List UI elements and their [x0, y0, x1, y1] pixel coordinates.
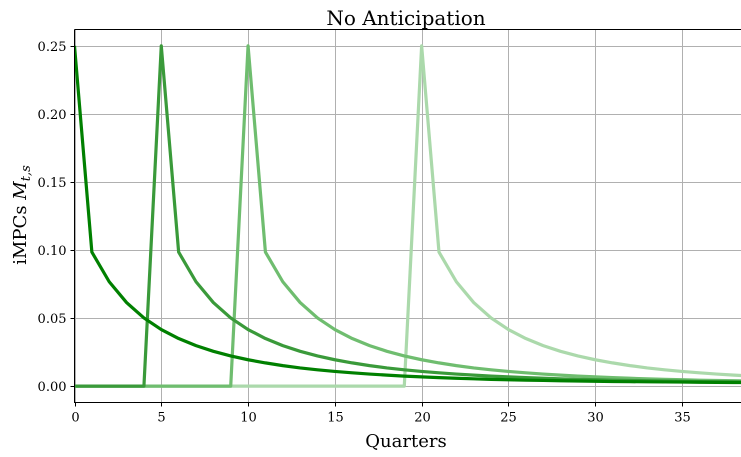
- x-tick-label: 30: [587, 411, 604, 426]
- y-tick-label: 0.25: [38, 40, 67, 55]
- x-tick-label: 15: [327, 411, 344, 426]
- grid: [74, 29, 741, 403]
- y-axis-label-main: iMPCs: [10, 200, 31, 265]
- y-axis-label: iMPCs Mt,s: [10, 165, 34, 265]
- x-tick-label: 0: [71, 411, 79, 426]
- y-tick-label: 0.00: [38, 380, 67, 395]
- x-tick-label: 20: [414, 411, 431, 426]
- y-axis-label-math: M: [10, 181, 31, 201]
- x-tick-label: 5: [157, 411, 165, 426]
- y-tick-label: 0.20: [38, 108, 67, 123]
- x-tick-label: 10: [240, 411, 257, 426]
- impc-line-shock-q0: [74, 45, 741, 385]
- series-group: [74, 44, 741, 388]
- y-tick-label: 0.05: [38, 312, 67, 327]
- x-ticks: 0 5 10 15 20 25 30 35: [71, 402, 691, 426]
- x-axis-label: Quarters: [365, 431, 446, 452]
- plot-frame: [74, 29, 741, 403]
- x-tick-label: 25: [500, 411, 517, 426]
- y-axis-label-sub: t,s: [19, 165, 34, 181]
- x-tick-label: 35: [674, 411, 691, 426]
- impc-line-shock-q10: [74, 44, 741, 388]
- y-tick-label: 0.15: [38, 176, 67, 191]
- axes: [74, 29, 741, 403]
- chart-title: No Anticipation: [326, 6, 485, 30]
- y-ticks: 0.00 0.05 0.10 0.15 0.20 0.25: [38, 40, 75, 395]
- y-tick-label: 0.10: [38, 244, 67, 259]
